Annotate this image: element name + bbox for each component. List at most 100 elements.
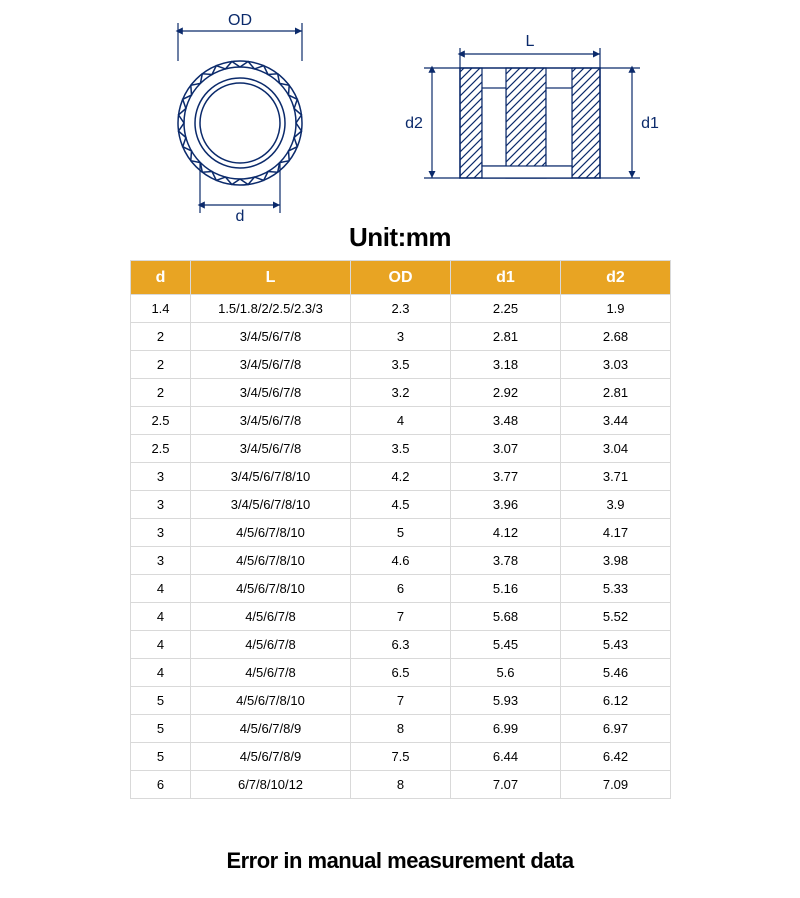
table-cell: 2	[131, 323, 191, 351]
table-cell: 8	[351, 715, 451, 743]
table-cell: 3.2	[351, 379, 451, 407]
label-d2: d2	[405, 115, 423, 132]
table-cell: 3.48	[451, 407, 561, 435]
table-row: 34/5/6/7/8/1054.124.17	[131, 519, 671, 547]
table-cell: 5.45	[451, 631, 561, 659]
table-cell: 2.5	[131, 435, 191, 463]
table-cell: 4	[131, 603, 191, 631]
table-cell: 3.18	[451, 351, 561, 379]
table-cell: 5.52	[561, 603, 671, 631]
label-OD: OD	[228, 12, 252, 29]
table-cell: 1.9	[561, 295, 671, 323]
table-cell: 5.6	[451, 659, 561, 687]
table-cell: 3.98	[561, 547, 671, 575]
table-cell: 3.04	[561, 435, 671, 463]
table-cell: 4/5/6/7/8	[191, 631, 351, 659]
footer-note: Error in manual measurement data	[0, 848, 800, 874]
table-cell: 4.6	[351, 547, 451, 575]
table-cell: 2.3	[351, 295, 451, 323]
table-cell: 3	[131, 491, 191, 519]
table-row: 66/7/8/10/1287.077.09	[131, 771, 671, 799]
table-cell: 2.5	[131, 407, 191, 435]
table-row: 23/4/5/6/7/83.53.183.03	[131, 351, 671, 379]
table-cell: 5	[351, 519, 451, 547]
page: OD d	[0, 0, 800, 898]
table-row: 44/5/6/7/875.685.52	[131, 603, 671, 631]
label-d1: d1	[641, 115, 659, 132]
table-cell: 7.5	[351, 743, 451, 771]
table-cell: 3/4/5/6/7/8	[191, 407, 351, 435]
data-table-wrap: d L OD d1 d2 1.41.5/1.8/2/2.5/2.3/32.32.…	[130, 260, 670, 799]
table-cell: 3	[131, 519, 191, 547]
table-cell: 3	[351, 323, 451, 351]
table-cell: 6.97	[561, 715, 671, 743]
table-cell: 3.03	[561, 351, 671, 379]
table-row: 23/4/5/6/7/832.812.68	[131, 323, 671, 351]
table-cell: 3/4/5/6/7/8/10	[191, 463, 351, 491]
table-cell: 3/4/5/6/7/8	[191, 323, 351, 351]
table-cell: 3.5	[351, 351, 451, 379]
table-cell: 3.71	[561, 463, 671, 491]
table-cell: 2.68	[561, 323, 671, 351]
table-cell: 3	[131, 463, 191, 491]
col-header: L	[191, 261, 351, 295]
table-cell: 4.5	[351, 491, 451, 519]
table-cell: 2	[131, 379, 191, 407]
table-cell: 5	[131, 743, 191, 771]
table-cell: 6	[131, 771, 191, 799]
table-cell: 3.5	[351, 435, 451, 463]
table-cell: 4/5/6/7/8	[191, 603, 351, 631]
table-cell: 7.07	[451, 771, 561, 799]
table-row: 34/5/6/7/8/104.63.783.98	[131, 547, 671, 575]
table-cell: 1.4	[131, 295, 191, 323]
table-cell: 4/5/6/7/8/10	[191, 547, 351, 575]
table-row: 54/5/6/7/8/97.56.446.42	[131, 743, 671, 771]
table-cell: 1.5/1.8/2/2.5/2.3/3	[191, 295, 351, 323]
table-cell: 4	[131, 575, 191, 603]
table-row: 33/4/5/6/7/8/104.53.963.9	[131, 491, 671, 519]
table-cell: 8	[351, 771, 451, 799]
table-row: 54/5/6/7/8/986.996.97	[131, 715, 671, 743]
table-cell: 3.77	[451, 463, 561, 491]
col-header: d2	[561, 261, 671, 295]
table-cell: 4/5/6/7/8/10	[191, 687, 351, 715]
data-table: d L OD d1 d2 1.41.5/1.8/2/2.5/2.3/32.32.…	[130, 260, 671, 799]
table-row: 33/4/5/6/7/8/104.23.773.71	[131, 463, 671, 491]
table-row: 2.53/4/5/6/7/83.53.073.04	[131, 435, 671, 463]
table-cell: 3/4/5/6/7/8	[191, 351, 351, 379]
table-cell: 5	[131, 687, 191, 715]
diagram-top-view: OD d	[178, 12, 302, 225]
table-row: 2.53/4/5/6/7/843.483.44	[131, 407, 671, 435]
table-cell: 6.42	[561, 743, 671, 771]
table-row: 44/5/6/7/86.55.65.46	[131, 659, 671, 687]
table-cell: 4	[131, 659, 191, 687]
table-cell: 6.5	[351, 659, 451, 687]
table-row: 23/4/5/6/7/83.22.922.81	[131, 379, 671, 407]
table-cell: 7	[351, 687, 451, 715]
table-cell: 4	[351, 407, 451, 435]
table-cell: 3	[131, 547, 191, 575]
table-cell: 2.81	[451, 323, 561, 351]
table-cell: 5.93	[451, 687, 561, 715]
table-cell: 6.44	[451, 743, 561, 771]
table-cell: 3.96	[451, 491, 561, 519]
table-cell: 4.2	[351, 463, 451, 491]
table-cell: 2.92	[451, 379, 561, 407]
table-cell: 7.09	[561, 771, 671, 799]
table-cell: 5.16	[451, 575, 561, 603]
diagrams-svg: OD d	[150, 8, 670, 228]
table-cell: 3/4/5/6/7/8	[191, 379, 351, 407]
table-cell: 2.81	[561, 379, 671, 407]
table-cell: 5	[131, 715, 191, 743]
table-cell: 4	[131, 631, 191, 659]
table-cell: 7	[351, 603, 451, 631]
table-cell: 3/4/5/6/7/8/10	[191, 491, 351, 519]
unit-label: Unit:mm	[0, 222, 800, 253]
table-cell: 6.99	[451, 715, 561, 743]
table-cell: 5.68	[451, 603, 561, 631]
table-cell: 3/4/5/6/7/8	[191, 435, 351, 463]
table-header-row: d L OD d1 d2	[131, 261, 671, 295]
table-cell: 2.25	[451, 295, 561, 323]
table-cell: 4/5/6/7/8/10	[191, 519, 351, 547]
diagram-area: OD d	[150, 8, 670, 228]
